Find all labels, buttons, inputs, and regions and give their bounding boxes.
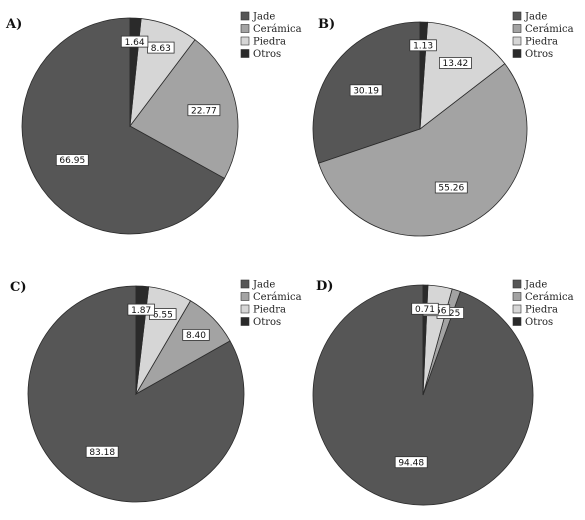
data-label-box	[434, 181, 468, 194]
legend-swatch	[512, 292, 522, 301]
pie-slice-ceramica	[129, 39, 239, 179]
pie-slice-jade	[21, 17, 226, 235]
data-label-box	[120, 35, 149, 48]
legend-label: Cerámica	[525, 292, 574, 303]
legend-swatch	[512, 11, 522, 21]
data-label: 1.64	[125, 38, 145, 48]
legend-swatch	[240, 292, 250, 301]
legend-label: Piedra	[253, 37, 286, 48]
legend-swatch	[240, 36, 250, 46]
pie-slice-piedra	[419, 21, 506, 130]
data-label: 8.63	[151, 44, 171, 54]
legend-label: Cerámica	[525, 24, 574, 35]
legend-label: Otros	[253, 49, 281, 60]
data-label-box	[349, 84, 383, 97]
data-label: 94.48	[398, 458, 424, 468]
legend-label: Jade	[252, 280, 275, 291]
legend-swatch	[512, 36, 522, 46]
legend-swatch	[512, 304, 522, 314]
legend-label: Piedra	[253, 305, 286, 316]
legend-swatch	[240, 49, 250, 58]
legend-label: Piedra	[525, 37, 558, 48]
data-label: 8.40	[186, 331, 206, 341]
legend-label: Cerámica	[253, 292, 302, 303]
data-label-box	[85, 445, 119, 458]
pie-slice-ceramica	[318, 63, 528, 237]
legend-swatch	[512, 317, 522, 326]
legend-swatch	[512, 279, 522, 289]
data-label: 22.77	[191, 106, 217, 116]
panel-letter: B)	[318, 17, 335, 32]
data-label-box	[394, 456, 428, 469]
data-label: 0.71	[415, 305, 435, 315]
data-label: 30.19	[353, 87, 379, 97]
legend-label: Cerámica	[253, 24, 302, 35]
data-label: 66.95	[59, 156, 85, 166]
data-label: 83.18	[89, 448, 115, 458]
legend-swatch	[240, 11, 250, 21]
legend-label: Jade	[524, 12, 547, 23]
data-label-box	[438, 57, 472, 69]
panel-letter: A)	[5, 17, 22, 32]
data-label: 13.42	[443, 59, 469, 69]
data-label-box	[187, 104, 221, 117]
data-label-box	[55, 154, 89, 166]
data-label: 1.87	[131, 306, 151, 316]
legend-label: Otros	[525, 317, 553, 328]
data-label-box	[182, 328, 210, 341]
legend-label: Jade	[252, 12, 275, 23]
data-label-box	[127, 303, 155, 316]
legend-label: Otros	[525, 49, 553, 60]
data-label-box	[411, 302, 439, 315]
panel-letter: D)	[316, 279, 333, 294]
legend-label: Otros	[253, 317, 281, 328]
legend-swatch	[240, 317, 250, 326]
panel-letter: C)	[10, 280, 27, 295]
legend-swatch	[512, 49, 522, 58]
legend-swatch	[512, 24, 522, 33]
data-label: 1.13	[413, 42, 433, 52]
pie-panel: 94.481.253.560.71D)JadeCerámicaPiedraOtr…	[312, 279, 574, 506]
legend-label: Jade	[524, 280, 547, 291]
data-label: 55.26	[438, 184, 464, 194]
legend-swatch	[240, 24, 250, 33]
legend-swatch	[240, 304, 250, 314]
data-label-box	[147, 41, 175, 54]
data-label: 6.55	[153, 310, 173, 320]
legend-swatch	[240, 279, 250, 289]
legend-label: Piedra	[525, 305, 558, 316]
data-label-box	[409, 39, 437, 52]
data-label: 1.25	[440, 309, 460, 319]
